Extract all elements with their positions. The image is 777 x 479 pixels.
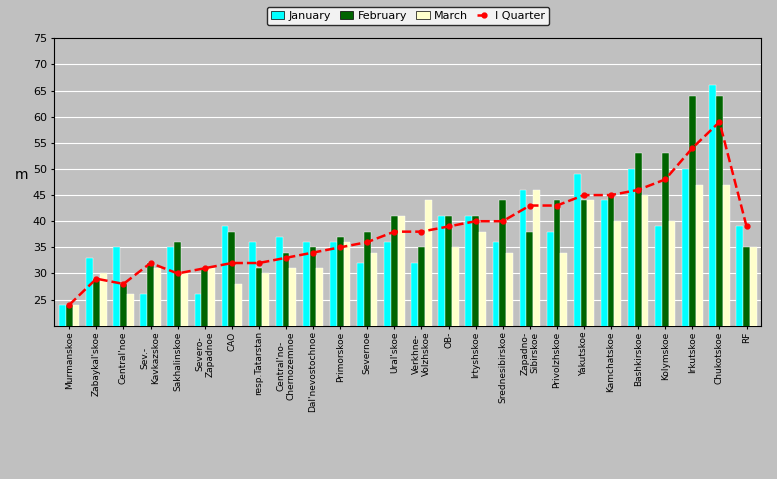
Bar: [547, 232, 553, 430]
Bar: [682, 169, 689, 430]
Bar: [113, 247, 120, 430]
Bar: [181, 274, 188, 430]
Bar: [418, 247, 425, 430]
Bar: [520, 190, 527, 430]
Bar: [587, 200, 594, 430]
Bar: [73, 305, 79, 430]
Bar: [316, 268, 323, 430]
Bar: [357, 263, 364, 430]
Bar: [689, 96, 695, 430]
Bar: [608, 195, 615, 430]
Legend: January, February, March, I Quarter: January, February, March, I Quarter: [267, 7, 549, 25]
Bar: [120, 284, 127, 430]
Bar: [208, 268, 215, 430]
Bar: [628, 169, 635, 430]
Bar: [452, 247, 458, 430]
Bar: [154, 268, 161, 430]
Bar: [601, 200, 608, 430]
Bar: [716, 96, 723, 430]
Bar: [743, 247, 750, 430]
Bar: [500, 200, 506, 430]
Bar: [662, 153, 669, 430]
Bar: [364, 232, 371, 430]
Bar: [737, 227, 743, 430]
Bar: [168, 247, 174, 430]
Bar: [750, 247, 757, 430]
Bar: [263, 274, 269, 430]
Bar: [127, 295, 134, 430]
Bar: [289, 268, 296, 430]
Bar: [201, 268, 208, 430]
Bar: [249, 242, 256, 430]
Bar: [669, 221, 675, 430]
Bar: [391, 216, 398, 430]
Bar: [560, 252, 567, 430]
Bar: [59, 305, 66, 430]
Bar: [472, 216, 479, 430]
Bar: [709, 85, 716, 430]
Bar: [66, 305, 73, 430]
Bar: [723, 184, 730, 430]
Bar: [330, 242, 336, 430]
Bar: [235, 284, 242, 430]
Bar: [411, 263, 418, 430]
Bar: [256, 268, 263, 430]
Bar: [580, 200, 587, 430]
Bar: [635, 153, 642, 430]
Bar: [615, 221, 622, 430]
Bar: [506, 252, 513, 430]
Bar: [310, 247, 316, 430]
Bar: [655, 227, 662, 430]
Bar: [384, 242, 391, 430]
Bar: [276, 237, 283, 430]
Bar: [147, 263, 154, 430]
Bar: [228, 232, 235, 430]
Bar: [398, 216, 405, 430]
Bar: [574, 174, 580, 430]
Bar: [303, 242, 310, 430]
Bar: [174, 242, 181, 430]
Bar: [695, 184, 702, 430]
Bar: [343, 242, 350, 430]
Bar: [283, 252, 289, 430]
Bar: [642, 195, 648, 430]
Bar: [86, 258, 93, 430]
Bar: [527, 232, 533, 430]
Bar: [93, 279, 99, 430]
Bar: [445, 216, 452, 430]
Bar: [336, 237, 343, 430]
Bar: [371, 252, 378, 430]
Bar: [438, 216, 445, 430]
Bar: [465, 216, 472, 430]
Bar: [425, 200, 432, 430]
Y-axis label: m: m: [15, 168, 28, 182]
Bar: [553, 200, 560, 430]
Bar: [221, 227, 228, 430]
Bar: [194, 295, 201, 430]
Bar: [533, 190, 540, 430]
Bar: [479, 232, 486, 430]
Bar: [493, 242, 500, 430]
Bar: [141, 295, 147, 430]
Bar: [99, 274, 106, 430]
